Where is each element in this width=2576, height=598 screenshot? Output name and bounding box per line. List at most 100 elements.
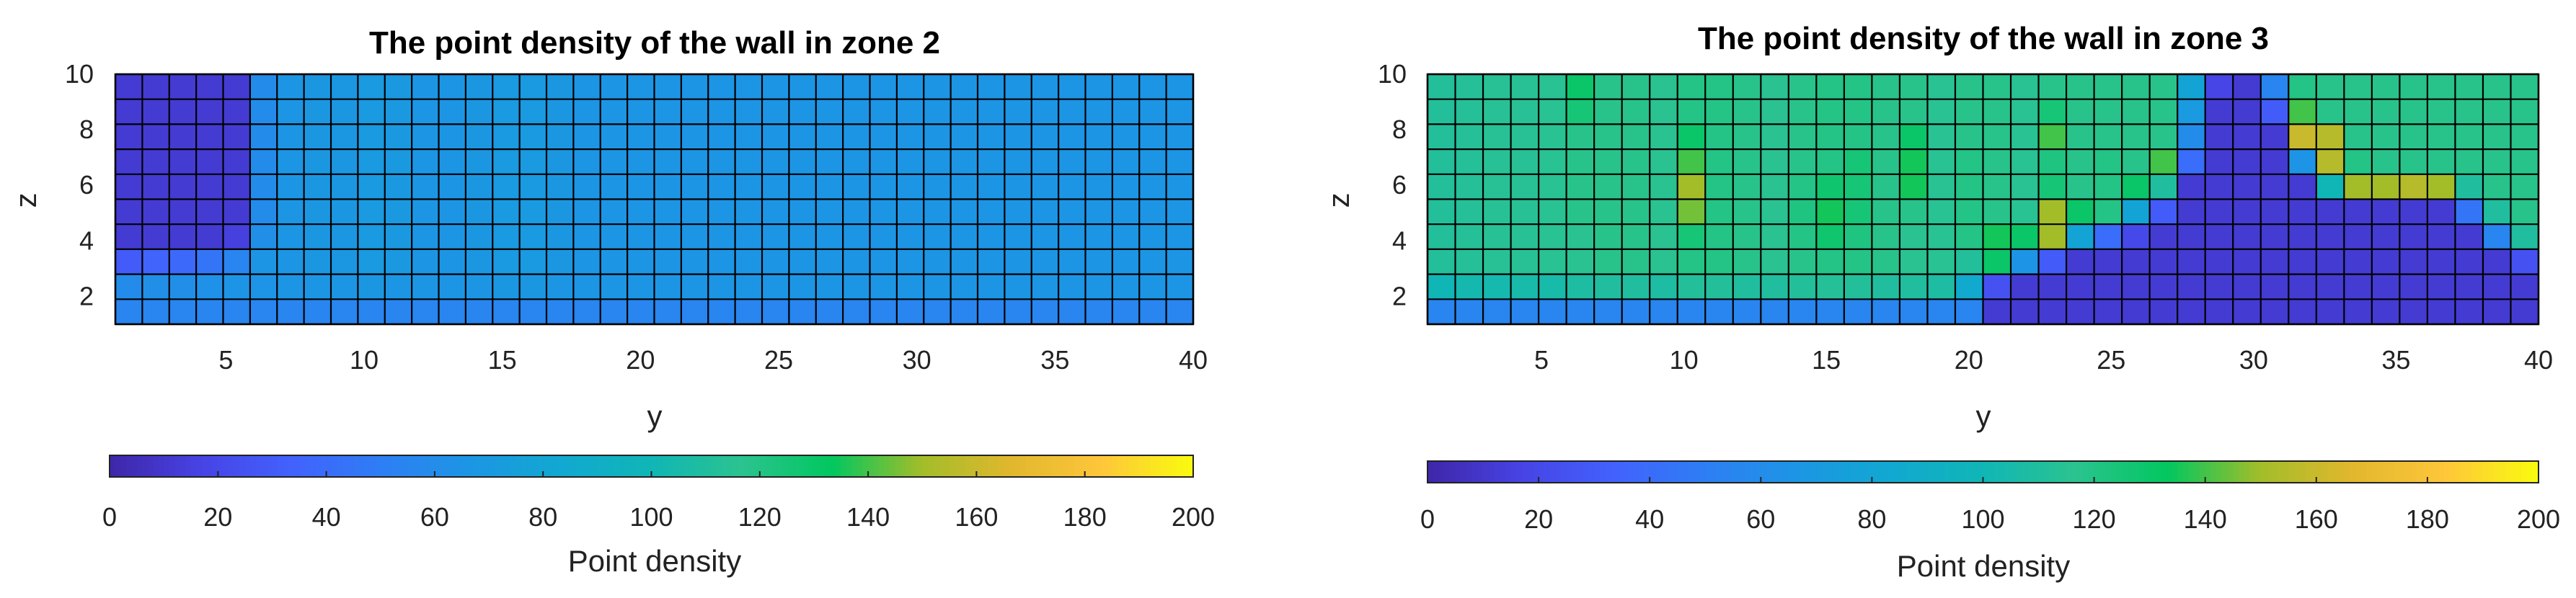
heatmap-cell xyxy=(546,99,574,125)
heatmap-cell xyxy=(223,224,251,250)
colorbar-segment xyxy=(261,455,267,477)
heatmap-cell xyxy=(1085,174,1113,200)
heatmap-cell xyxy=(978,224,1005,250)
heatmap-cell xyxy=(2344,174,2373,200)
colorbar-segment xyxy=(1844,461,1851,483)
heatmap-cell xyxy=(2038,99,2067,125)
heatmap-cell xyxy=(2510,249,2539,275)
heatmap-cell xyxy=(1844,224,1873,250)
heatmap-cell xyxy=(1428,224,1456,250)
y-tick-label: 8 xyxy=(79,115,94,144)
heatmap-cell xyxy=(492,299,521,325)
colorbar-segment xyxy=(304,455,311,477)
colorbar-segment xyxy=(873,455,880,477)
heatmap-cell xyxy=(2316,299,2345,325)
heatmap-cell xyxy=(2066,224,2095,250)
heatmap-cell xyxy=(1428,274,1456,300)
colorbar-segment xyxy=(1003,455,1010,477)
colorbar-segment xyxy=(1521,461,1528,483)
heatmap-cell xyxy=(2260,274,2289,300)
colorbar-segment xyxy=(364,455,371,477)
heatmap-cell xyxy=(1705,124,1734,150)
colorbar-segment xyxy=(1816,461,1823,483)
heatmap-cell xyxy=(331,99,358,125)
heatmap-cell xyxy=(2288,274,2317,300)
colorbar-segment xyxy=(2388,461,2395,483)
colorbar-segment xyxy=(2394,461,2401,483)
heatmap-cell xyxy=(869,274,898,300)
heatmap-cell xyxy=(2233,299,2262,325)
colorbar-segment xyxy=(375,455,381,477)
heatmap-cell xyxy=(2288,249,2317,275)
heatmap-cell xyxy=(519,99,547,125)
heatmap-cell xyxy=(223,174,251,200)
colorbar-segment xyxy=(1977,461,1984,483)
heatmap-cell xyxy=(1539,299,1567,325)
colorbar-segment xyxy=(1133,455,1140,477)
colorbar-segment xyxy=(565,455,571,477)
heatmap-cell xyxy=(492,99,521,125)
heatmap-cell xyxy=(1732,299,1761,325)
heatmap-cell xyxy=(2260,174,2289,200)
heatmap-cell xyxy=(1483,249,1512,275)
heatmap-cell xyxy=(1085,149,1113,175)
heatmap-chart-zone-3: The point density of the wall in zone 3 … xyxy=(1322,21,2560,583)
colorbar-segment xyxy=(239,455,246,477)
heatmap-cell xyxy=(789,249,817,275)
heatmap-cell xyxy=(681,224,709,250)
colorbar-segment xyxy=(591,455,598,477)
heatmap-cell xyxy=(1566,99,1595,125)
colorbar-segment xyxy=(391,455,398,477)
heatmap-cell xyxy=(789,174,817,200)
colorbar-segment xyxy=(2083,461,2089,483)
heatmap-cell xyxy=(223,274,251,300)
colorbar-segment xyxy=(1074,455,1080,477)
heatmap-cell xyxy=(465,199,493,225)
colorbar-segment xyxy=(1849,461,1856,483)
heatmap-cell xyxy=(924,224,952,250)
colorbar-segment xyxy=(1583,461,1590,483)
colorbar-segment xyxy=(2438,461,2445,483)
colorbar-segment xyxy=(147,455,154,477)
heatmap-cell xyxy=(896,299,924,325)
heatmap-cell xyxy=(1732,249,1761,275)
colorbar-segment xyxy=(802,455,810,477)
heatmap-cell xyxy=(1983,149,2011,175)
heatmap-cell xyxy=(627,299,655,325)
colorbar-label: Point density xyxy=(568,544,741,578)
colorbar-segment xyxy=(1106,455,1113,477)
heatmap-cell xyxy=(681,249,709,275)
heatmap-cell xyxy=(1058,224,1086,250)
heatmap-cell xyxy=(2177,224,2206,250)
heatmap-cell xyxy=(924,249,952,275)
colorbar-tick-label: 120 xyxy=(738,502,782,532)
heatmap-cell xyxy=(1455,74,1484,100)
colorbar-segment xyxy=(879,455,885,477)
heatmap-cell xyxy=(277,74,305,100)
colorbar-segment xyxy=(1577,461,1584,483)
heatmap-cell xyxy=(735,149,763,175)
heatmap-cell xyxy=(249,249,278,275)
colorbar-segment xyxy=(668,455,674,477)
colorbar-segment xyxy=(981,455,988,477)
colorbar-segment xyxy=(2355,461,2362,483)
heatmap-cell xyxy=(2233,124,2262,150)
heatmap-cell xyxy=(1455,274,1484,300)
heatmap-cell xyxy=(762,174,789,200)
colorbar-segment xyxy=(429,455,435,477)
heatmap-cell xyxy=(1594,149,1623,175)
heatmap-cell xyxy=(654,99,682,125)
colorbar-segment xyxy=(472,455,479,477)
colorbar-segment xyxy=(2461,461,2467,483)
heatmap-cell xyxy=(708,174,736,200)
colorbar-segment xyxy=(1771,461,1779,483)
colorbar-segment xyxy=(824,455,831,477)
heatmap-cell xyxy=(843,99,871,125)
colorbar-segment xyxy=(1761,461,1767,483)
heatmap-cell xyxy=(1566,74,1595,100)
x-axis-label: y xyxy=(647,399,663,433)
heatmap-cell xyxy=(2371,149,2400,175)
heatmap-cell xyxy=(2066,274,2095,300)
heatmap-cell xyxy=(1594,124,1623,150)
colorbar-segment xyxy=(2433,461,2440,483)
